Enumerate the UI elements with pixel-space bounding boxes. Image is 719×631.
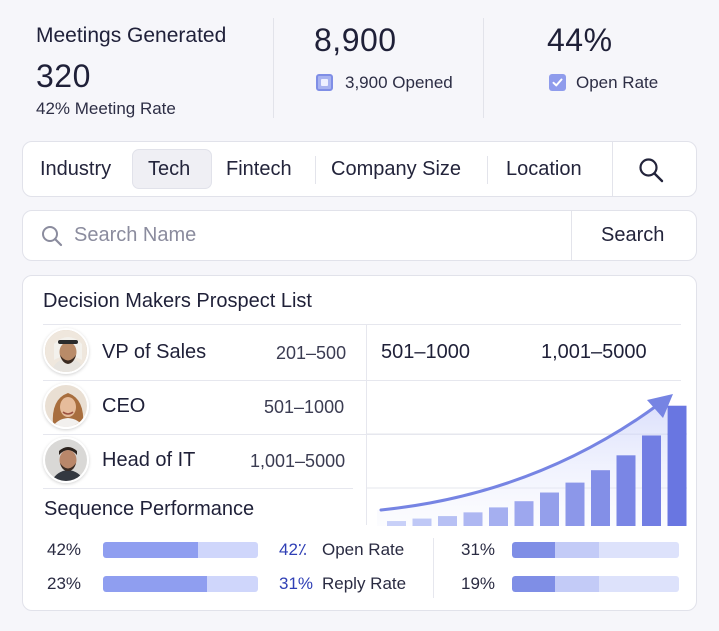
filter-divider — [612, 142, 613, 196]
sequence-divider — [433, 538, 434, 598]
rate-label: Open Rate — [322, 540, 405, 559]
meeting-rate-text: 42% Meeting Rate — [36, 99, 176, 118]
opened-count: 3,900 Opened — [345, 73, 453, 92]
sequence-bar — [512, 576, 679, 592]
growth-bar — [591, 470, 610, 526]
column-head: 501–1000 — [381, 341, 470, 363]
rate-pct: 31% — [279, 574, 314, 593]
sequence-pct: 42% — [47, 540, 82, 559]
filter-tech-chip[interactable] — [132, 149, 212, 189]
filter-bar: Industry Tech Fintech Company Size Locat… — [22, 141, 697, 197]
growth-bar — [540, 492, 559, 526]
growth-bar — [667, 405, 687, 526]
growth-bar — [489, 507, 508, 526]
avatar — [43, 437, 89, 483]
prospect-company-size: 1,001–5000 — [250, 451, 346, 471]
growth-bar — [463, 512, 483, 526]
filter-fintech[interactable]: Fintech — [226, 158, 292, 180]
search-name-input[interactable]: Search Name — [74, 224, 197, 246]
search-button[interactable]: Search — [601, 224, 665, 246]
search-icon — [40, 224, 64, 248]
rate-label: Reply Rate — [322, 574, 407, 593]
checkbox-icon — [549, 74, 566, 91]
meetings-generated-value: 320 — [36, 58, 91, 94]
prospect-list-title: Decision Makers Prospect List — [43, 290, 312, 312]
divider — [43, 324, 681, 325]
open-rate-value: 44% — [547, 22, 613, 58]
prospect-company-size: 501–1000 — [264, 397, 345, 417]
search-icon[interactable] — [637, 156, 665, 184]
growth-bar — [514, 501, 534, 526]
sequence-bar-fill — [103, 542, 198, 558]
avatar — [43, 383, 89, 429]
rate-pct: 42٪ — [279, 540, 308, 559]
sequence-bar — [512, 542, 679, 558]
growth-arrow-line — [379, 402, 661, 512]
stats-divider — [273, 18, 274, 118]
sequence-bar-segment — [555, 576, 599, 592]
filter-location[interactable]: Location — [506, 158, 582, 180]
sequence-bar-fill — [512, 576, 556, 592]
growth-bar — [565, 482, 585, 526]
prospect-name[interactable]: VP of Sales — [102, 341, 207, 363]
prospect-name[interactable]: CEO — [102, 395, 146, 417]
sequence-pct: 23% — [47, 574, 82, 593]
stats-divider — [483, 18, 484, 118]
filter-divider — [315, 156, 316, 184]
sequence-bar-fill — [512, 542, 556, 558]
open-rate-label: Open Rate — [576, 73, 659, 92]
square-icon — [316, 74, 333, 91]
row-divider — [43, 380, 681, 381]
sequence-bar — [103, 576, 258, 592]
filter-company-size[interactable]: Company Size — [331, 158, 462, 180]
meetings-generated-title: Meetings Generated — [36, 24, 227, 47]
growth-bar — [438, 516, 457, 526]
prospect-company-size: 201–500 — [276, 343, 347, 363]
arrow-head-icon — [647, 394, 673, 418]
sequence-bar-fill — [103, 576, 207, 592]
row-divider — [43, 488, 353, 489]
filter-divider — [487, 156, 488, 184]
search-bar: Search Name Search — [22, 210, 697, 261]
prospect-list-card: Decision Makers Prospect List VP of Sale… — [22, 275, 697, 611]
growth-chart — [367, 394, 687, 526]
growth-bar — [412, 518, 432, 526]
growth-bar — [642, 435, 661, 526]
sequence-pct: 31% — [461, 540, 496, 559]
sequence-pct: 19% — [461, 574, 496, 593]
column-divider — [366, 325, 367, 525]
row-divider — [43, 434, 681, 435]
sequence-performance-title: Sequence Performance — [44, 498, 255, 520]
growth-bar — [616, 455, 636, 526]
avatar — [43, 328, 89, 374]
search-divider — [571, 211, 572, 260]
filter-tech[interactable]: Tech — [148, 158, 191, 180]
emails-sent-value: 8,900 — [314, 22, 397, 58]
growth-bar — [387, 521, 406, 526]
column-head: 1,001–5000 — [541, 341, 647, 363]
sequence-bar — [103, 542, 258, 558]
filter-industry[interactable]: Industry — [40, 158, 112, 180]
sequence-bar-segment — [555, 542, 599, 558]
prospect-name[interactable]: Head of IT — [102, 449, 196, 471]
